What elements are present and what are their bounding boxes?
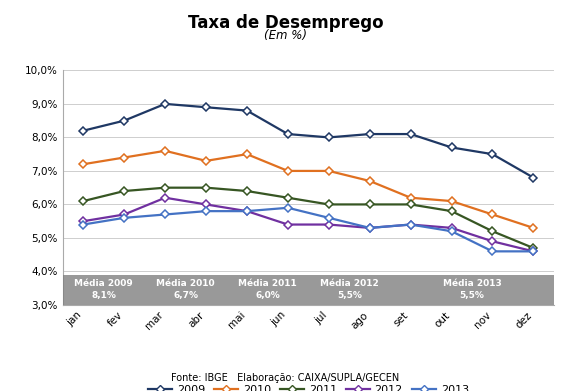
Bar xyxy=(390,275,554,305)
Text: Média 2010
6,7%: Média 2010 6,7% xyxy=(156,280,215,300)
Text: Média 2013
5,5%: Média 2013 5,5% xyxy=(443,280,501,300)
Text: Média 2011
6,0%: Média 2011 6,0% xyxy=(238,280,297,300)
Bar xyxy=(63,275,144,305)
Text: (Em %): (Em %) xyxy=(264,29,307,42)
Legend: 2009, 2010, 2011, 2012, 2013: 2009, 2010, 2011, 2012, 2013 xyxy=(143,381,473,391)
Text: Fonte: IBGE   Elaboração: CAIXA/SUPLA/GECEN: Fonte: IBGE Elaboração: CAIXA/SUPLA/GECE… xyxy=(171,373,400,383)
Bar xyxy=(144,275,227,305)
Bar xyxy=(308,275,390,305)
Text: Média 2012
5,5%: Média 2012 5,5% xyxy=(320,280,379,300)
Text: Taxa de Desemprego: Taxa de Desemprego xyxy=(188,14,383,32)
Text: Média 2009
8,1%: Média 2009 8,1% xyxy=(74,280,133,300)
Bar xyxy=(227,275,308,305)
